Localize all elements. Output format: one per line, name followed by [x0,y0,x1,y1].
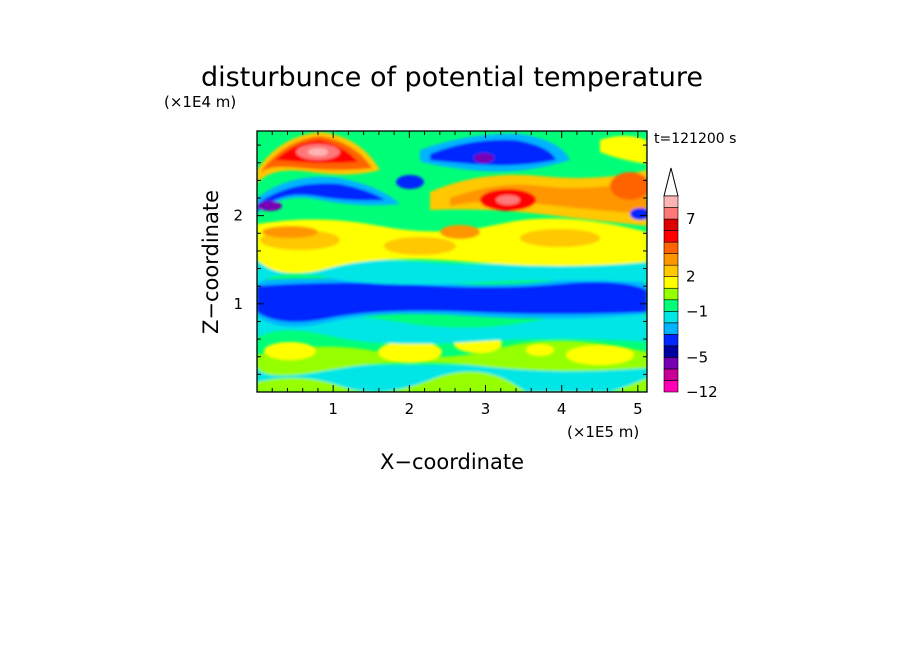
colorbar-extend-max [663,167,679,197]
colorbar-swatch [663,345,679,358]
x-axis-label: X−coordinate [380,450,524,474]
colorbar-swatch [663,195,679,208]
y-axis-ticks: 12 [233,144,647,375]
y-tick-label: 1 [233,295,243,313]
x-tick-label: 3 [481,400,491,418]
colorbar-swatch [663,264,679,278]
colorbar-label: −1 [686,302,708,320]
colorbar-swatch [663,380,679,393]
x-tick-label: 5 [633,400,643,418]
colorbar-swatch [663,287,679,301]
colorbar-swatch [663,230,679,243]
time-label: t=121200 s [654,131,736,147]
colorbar: −12−5−127 [663,167,718,401]
x-tick-label: 4 [557,400,567,418]
x-tick-label: 1 [328,400,338,418]
y-tick-label: 2 [233,207,243,225]
colorbar-label: −12 [686,383,718,401]
colorbar-swatch [663,322,679,335]
colorbar-swatch [663,253,679,266]
plot-frame [256,130,648,393]
y-unit-label: (×1E4 m) [164,93,236,111]
heatmap-field [257,131,647,392]
x-unit-label: (×1E5 m) [567,423,639,441]
colorbar-swatch [663,276,679,289]
colorbar-swatch [663,357,679,370]
colorbar-swatch [663,241,679,254]
chart-title: disturbunce of potential temperature [201,62,703,93]
colorbar-swatch [663,207,679,220]
colorbar-swatch [663,218,679,231]
colorbar-swatch [663,310,679,324]
colorbar-swatch [663,368,679,381]
x-tick-label: 2 [405,400,415,418]
x-axis-ticks: 1 2 3 4 5 [271,131,643,418]
y-axis-label: Z−coordinate [199,190,223,334]
colorbar-swatch [663,334,679,347]
colorbar-label: 2 [686,268,696,286]
colorbar-label: 7 [686,210,696,228]
colorbar-swatch [663,299,679,312]
colorbar-label: −5 [686,348,708,366]
